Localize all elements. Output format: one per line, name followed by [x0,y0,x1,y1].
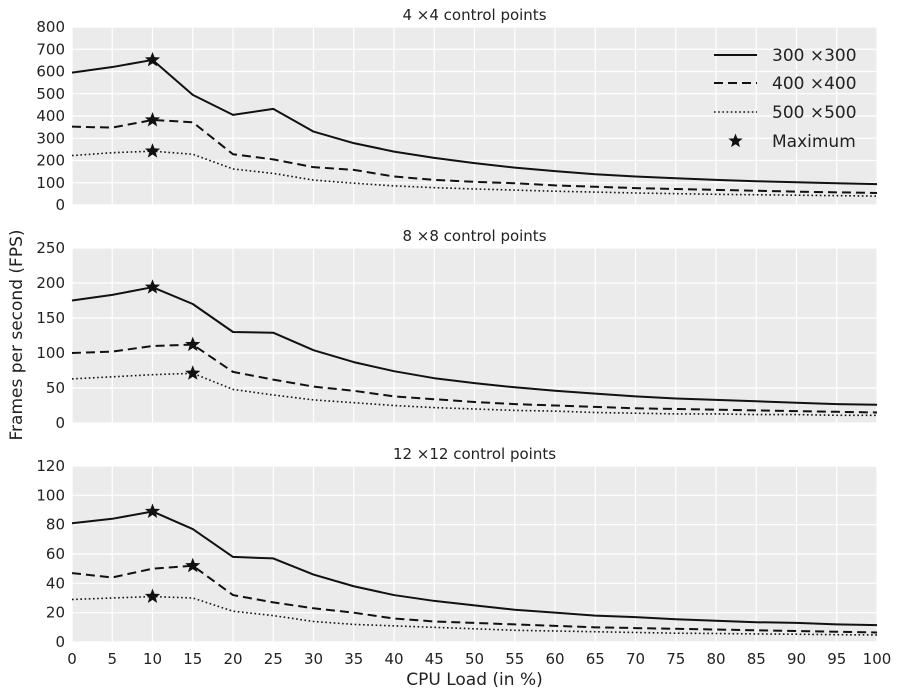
x-tick-label: 40 [384,650,403,668]
x-axis-label: CPU Load (in %) [406,670,542,690]
panel-title: 8 ×8 control points [402,227,546,245]
x-tick-label: 95 [827,650,846,668]
x-tick-label: 45 [425,650,444,668]
x-tick-label: 65 [586,650,605,668]
panel-title: 4 ×4 control points [402,6,546,24]
y-tick-label: 600 [36,63,65,81]
x-tick-label: 60 [545,650,564,668]
y-tick-label: 20 [46,604,65,622]
series-line [71,510,878,627]
series-line [71,343,878,414]
maximum-marker [185,336,201,352]
series-line [71,150,878,197]
legend-label: 400 ×400 [772,74,857,94]
x-tick-label: 80 [706,650,725,668]
y-tick-label: 800 [36,18,65,36]
y-tick-label: 300 [36,129,65,147]
panel-2: 0 50 100 150 200 250 8 ×8 control points [36,227,878,432]
x-tick-label: 35 [344,650,363,668]
y-tick-label: 700 [36,40,65,58]
series-line [71,372,877,417]
y-tick-label: 120 [36,457,65,475]
y-tick-label: 100 [36,174,65,192]
y-tick-label: 200 [36,274,65,292]
x-tick-label: 85 [747,650,766,668]
y-tick-label: 50 [46,379,65,397]
maximum-marker [144,279,161,294]
x-tick-label: 10 [143,650,162,668]
y-tick-label: 40 [46,574,65,592]
y-tick-label: 0 [55,414,65,432]
legend-label: 500 ×500 [772,103,857,123]
maximum-marker [144,503,161,518]
maximum-marker [185,557,201,573]
x-tick-label: 50 [465,650,484,668]
legend: 300 ×300 400 ×400 500 ×500 Maximum [714,46,857,152]
y-tick-label: 150 [36,309,65,327]
y-tick-label: 250 [36,239,65,257]
legend-marker [728,133,743,148]
panel-3: 0 20 40 60 80 100 120 12 ×12 control points [36,445,878,651]
legend-label: 300 ×300 [772,46,857,66]
y-axis-label: Frames per second (FPS) [7,230,27,441]
y-tick-label: 0 [55,196,65,214]
x-tick-label: 75 [666,650,685,668]
series-line [71,58,878,186]
maximum-marker [185,365,201,380]
x-tick-label: 100 [863,650,892,668]
series-line [71,286,878,406]
x-tick-label: 90 [787,650,806,668]
y-tick-label: 400 [36,107,65,125]
y-tick-label: 60 [46,545,65,563]
x-tick-label: 70 [626,650,645,668]
maximum-marker [144,112,161,127]
panel-title: 12 ×12 control points [393,445,556,463]
x-tick-label: 20 [223,650,242,668]
y-tick-label: 200 [36,152,65,170]
x-tick-label: 25 [264,650,283,668]
legend-label: Maximum [772,132,856,152]
y-tick-label: 500 [36,85,65,103]
maximum-marker [144,143,161,158]
maximum-marker [144,51,161,67]
y-tick-label: 0 [55,633,65,651]
series-line [71,595,878,636]
x-tick-label: 15 [183,650,202,668]
x-tick-label: 30 [304,650,323,668]
y-tick-label: 100 [36,486,65,504]
x-tick-label: 5 [107,650,117,668]
y-tick-label: 100 [36,344,65,362]
panel-1: 0 100 200 300 400 500 600 700 800 4 ×4 control po… [36,6,878,214]
maximum-marker [144,588,161,604]
x-tick-label: 55 [505,650,524,668]
x-tick-label: 0 [67,650,77,668]
y-tick-label: 80 [46,516,65,534]
